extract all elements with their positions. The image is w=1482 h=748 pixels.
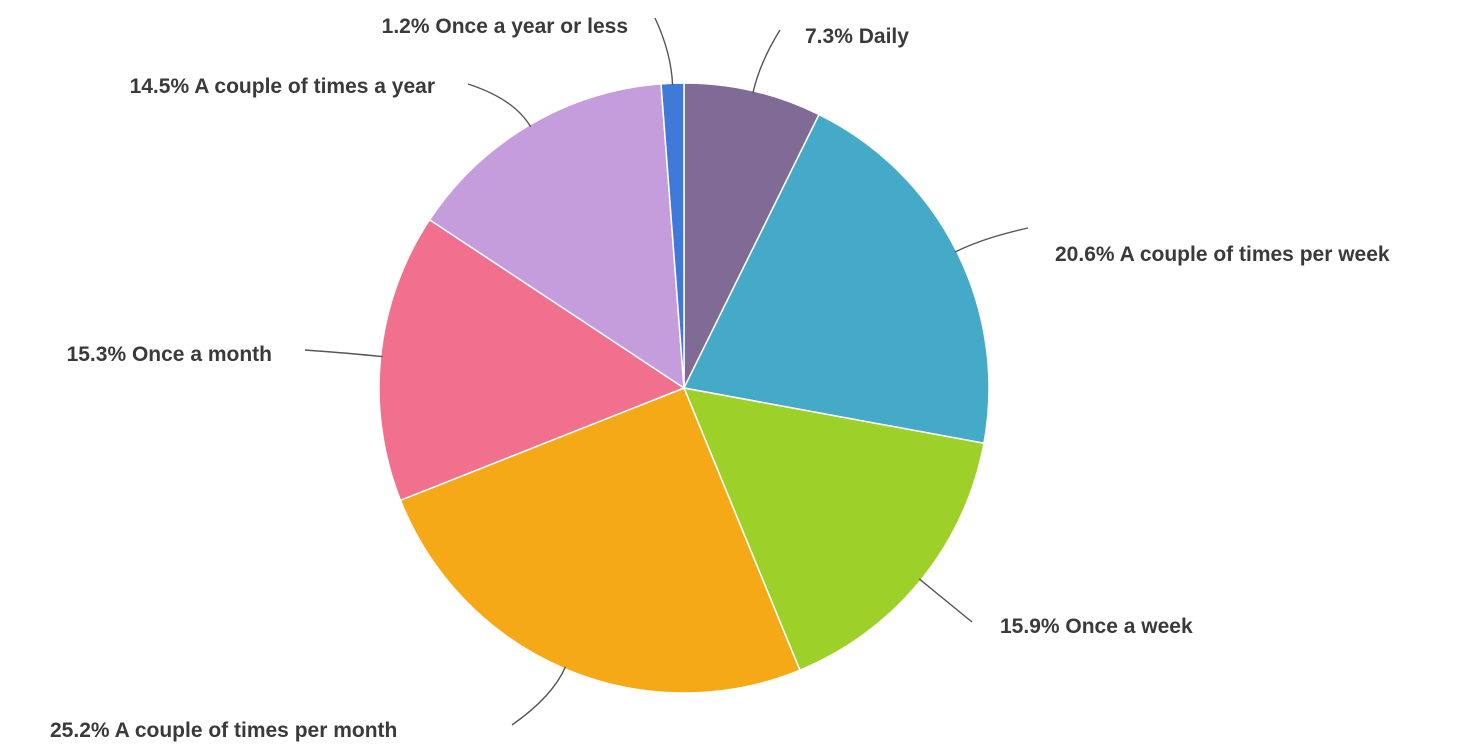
slice-label: 25.2% A couple of times per month <box>50 719 397 742</box>
leader-line <box>467 83 532 128</box>
slice-category-label: Once a week <box>1065 615 1193 638</box>
slice-label: 15.3% Once a month <box>67 343 272 366</box>
leader-line <box>304 349 383 358</box>
slice-label: 1.2% Once a year or less <box>382 15 628 38</box>
leader-line <box>654 17 674 86</box>
slice-value-label: 25.2% <box>50 719 110 742</box>
slice-value-label: 1.2% <box>382 15 430 38</box>
slice-label: 15.9% Once a week <box>1000 615 1193 638</box>
leader-line <box>918 578 973 623</box>
slice-category-label: A couple of times per week <box>1120 243 1390 266</box>
leader-line <box>752 29 781 94</box>
slice-category-label: Once a month <box>132 343 272 366</box>
slice-value-label: 7.3% <box>805 25 853 48</box>
slice-label: 20.6% A couple of times per week <box>1055 243 1390 266</box>
leader-line <box>511 666 567 726</box>
slice-label: 7.3% Daily <box>805 25 909 48</box>
slice-value-label: 15.9% <box>1000 615 1060 638</box>
slice-value-label: 15.3% <box>67 343 127 366</box>
slice-label: 14.5% A couple of times a year <box>130 75 435 98</box>
slice-category-label: A couple of times per month <box>115 719 398 742</box>
slice-category-label: Once a year or less <box>435 15 628 38</box>
slice-value-label: 14.5% <box>130 75 190 98</box>
slice-value-label: 20.6% <box>1055 243 1115 266</box>
slice-category-label: Daily <box>859 25 910 48</box>
slice-category-label: A couple of times a year <box>194 75 435 98</box>
leader-line <box>954 227 1029 253</box>
